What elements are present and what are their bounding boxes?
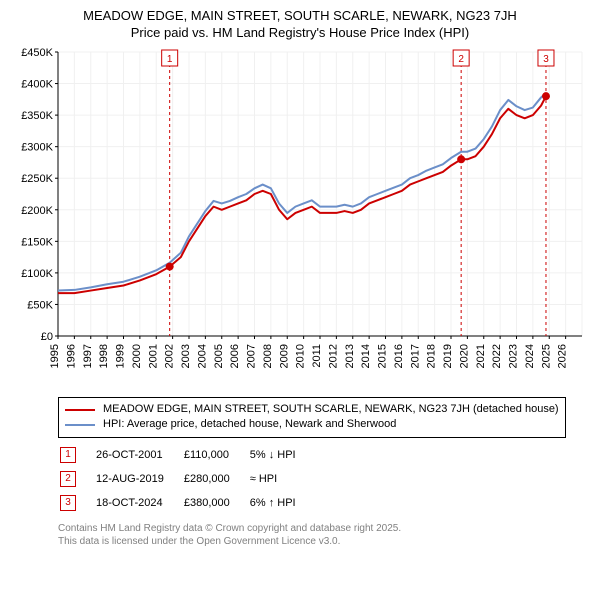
event-delta: 6% ↑ HPI [250, 492, 314, 514]
legend-swatch [65, 424, 95, 426]
x-tick-label: 2026 [557, 344, 569, 368]
event-price: £110,000 [184, 444, 248, 466]
event-marker-cell: 3 [60, 492, 94, 514]
series-price_paid [58, 96, 546, 293]
svg-text:£400K: £400K [21, 79, 53, 91]
chart-title: MEADOW EDGE, MAIN STREET, SOUTH SCARLE, … [10, 8, 590, 23]
legend-label: HPI: Average price, detached house, Newa… [103, 417, 396, 432]
svg-text:£100K: £100K [21, 268, 53, 280]
footnote-line2: This data is licensed under the Open Gov… [58, 536, 340, 547]
svg-text:£450K: £450K [21, 47, 53, 59]
x-tick-label: 2013 [344, 344, 356, 368]
event-marker-box: 3 [60, 495, 76, 511]
svg-text:£250K: £250K [21, 173, 53, 185]
legend-row: MEADOW EDGE, MAIN STREET, SOUTH SCARLE, … [65, 402, 559, 417]
x-tick-label: 2023 [508, 344, 520, 368]
legend-swatch [65, 409, 95, 411]
legend-row: HPI: Average price, detached house, Newa… [65, 417, 559, 432]
x-tick-label: 2010 [295, 344, 307, 368]
svg-text:£200K: £200K [21, 205, 53, 217]
chart-subtitle: Price paid vs. HM Land Registry's House … [10, 25, 590, 40]
event-row: 2 12-AUG-2019£280,000≈ HPI [60, 468, 314, 490]
x-tick-label: 2024 [524, 344, 536, 368]
x-tick-label: 2008 [262, 344, 274, 368]
x-tick-label: 2025 [540, 344, 552, 368]
x-tick-label: 2011 [311, 344, 323, 368]
svg-text:1: 1 [167, 54, 173, 65]
x-tick-label: 1996 [65, 344, 77, 368]
x-tick-label: 1999 [115, 344, 127, 368]
chart-container: MEADOW EDGE, MAIN STREET, SOUTH SCARLE, … [0, 0, 600, 556]
x-tick-label: 2021 [475, 344, 487, 368]
x-tick-label: 2003 [180, 344, 192, 368]
event-marker-box: 2 [60, 471, 76, 487]
footnote: Contains HM Land Registry data © Crown c… [58, 522, 590, 548]
x-tick-label: 2000 [131, 344, 143, 368]
legend-label: MEADOW EDGE, MAIN STREET, SOUTH SCARLE, … [103, 402, 559, 417]
x-tick-label: 1998 [98, 344, 110, 368]
x-tick-label: 2005 [213, 344, 225, 368]
x-tick-label: 2018 [426, 344, 438, 368]
svg-text:£0: £0 [41, 331, 53, 343]
event-date: 26-OCT-2001 [96, 444, 182, 466]
x-tick-label: 2004 [196, 344, 208, 368]
svg-text:£150K: £150K [21, 236, 53, 248]
event-delta: ≈ HPI [250, 468, 314, 490]
footnote-line1: Contains HM Land Registry data © Crown c… [58, 523, 401, 534]
svg-text:£300K: £300K [21, 142, 53, 154]
svg-text:£350K: £350K [21, 110, 53, 122]
x-tick-label: 1995 [49, 344, 61, 368]
event-price: £380,000 [184, 492, 248, 514]
x-tick-label: 2014 [360, 344, 372, 368]
x-tick-label: 2017 [409, 344, 421, 368]
event-marker-cell: 2 [60, 468, 94, 490]
x-tick-label: 2006 [229, 344, 241, 368]
x-tick-label: 2009 [278, 344, 290, 368]
event-marker-cell: 1 [60, 444, 94, 466]
x-tick-label: 2015 [377, 344, 389, 368]
event-row: 3 18-OCT-2024£380,0006% ↑ HPI [60, 492, 314, 514]
event-date: 18-OCT-2024 [96, 492, 182, 514]
x-tick-label: 2002 [164, 344, 176, 368]
event-date: 12-AUG-2019 [96, 468, 182, 490]
x-tick-label: 2001 [147, 344, 159, 368]
x-tick-label: 2016 [393, 344, 405, 368]
x-tick-label: 2020 [458, 344, 470, 368]
svg-text:3: 3 [543, 54, 549, 65]
x-tick-label: 2012 [327, 344, 339, 368]
legend: MEADOW EDGE, MAIN STREET, SOUTH SCARLE, … [58, 397, 566, 438]
event-price: £280,000 [184, 468, 248, 490]
event-marker-box: 1 [60, 447, 76, 463]
svg-text:2: 2 [458, 54, 464, 65]
svg-text:£50K: £50K [27, 299, 53, 311]
line-chart-svg: £0 £50K £100K £150K £200K £250K £300K £350K £400… [10, 46, 590, 386]
event-delta: 5% ↓ HPI [250, 444, 314, 466]
x-tick-label: 2022 [491, 344, 503, 368]
x-tick-label: 2019 [442, 344, 454, 368]
x-tick-label: 2007 [246, 344, 258, 368]
chart-plot: £0 £50K £100K £150K £200K £250K £300K £350K £400… [10, 46, 590, 391]
series-hpi [58, 93, 546, 291]
x-tick-label: 1997 [82, 344, 94, 368]
event-row: 1 26-OCT-2001£110,0005% ↓ HPI [60, 444, 314, 466]
events-table: 1 26-OCT-2001£110,0005% ↓ HPI 2 12-AUG-2019… [58, 442, 316, 516]
